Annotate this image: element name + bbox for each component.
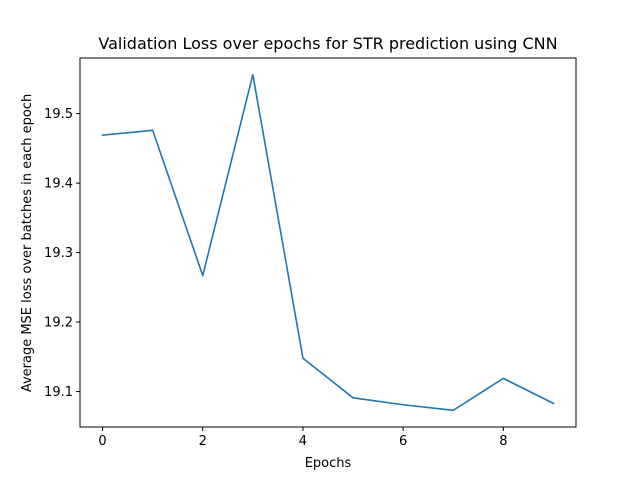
y-tick-label: 19.1 <box>44 385 73 400</box>
series-line-0 <box>101 73 555 412</box>
x-tick-label: 4 <box>299 434 307 449</box>
x-tick-label: 2 <box>199 434 207 449</box>
chart-title: Validation Loss over epochs for STR pred… <box>98 34 557 53</box>
plot-frame <box>79 57 577 428</box>
y-tick-label: 19.3 <box>44 246 73 261</box>
x-tick-label: 8 <box>499 434 507 449</box>
series-layer <box>101 73 555 412</box>
x-tick-label: 6 <box>399 434 407 449</box>
y-axis-ticks: 19.1 19.2 19.3 19.4 19.5 <box>44 107 80 400</box>
x-axis-ticks: 0 2 4 6 8 <box>98 427 507 449</box>
y-tick-label: 19.5 <box>44 107 73 122</box>
x-axis-label: Epochs <box>305 456 352 471</box>
y-axis-label: Average MSE loss over batches in each ep… <box>20 94 35 392</box>
x-tick-label: 0 <box>98 434 106 449</box>
y-tick-label: 19.4 <box>44 177 73 192</box>
y-tick-label: 19.2 <box>44 316 73 331</box>
